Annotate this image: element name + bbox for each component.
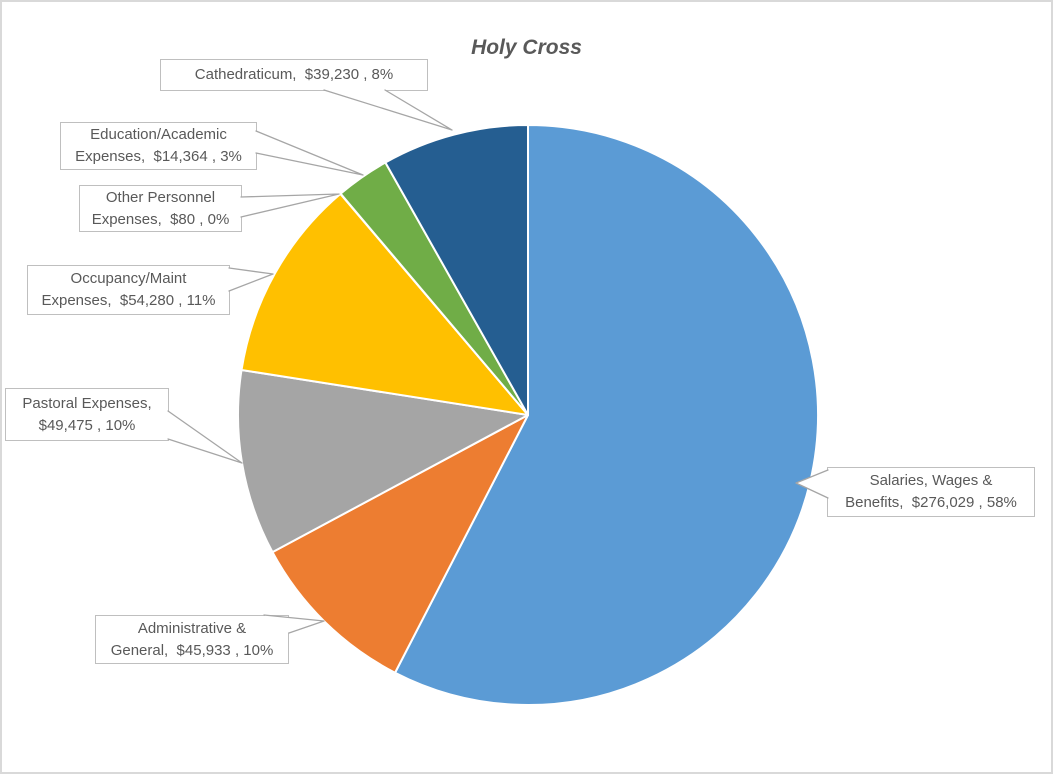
callout-other-personnel: Other Personnel Expenses, $80 , 0% xyxy=(79,185,242,232)
callout-administrative-general: Administrative & General, $45,933 , 10% xyxy=(95,615,289,664)
callout-education-line2: Expenses, $14,364 , 3% xyxy=(75,148,242,165)
pie-slice-0 xyxy=(394,124,819,706)
leader-other-personnel xyxy=(240,193,340,218)
callout-pastoral-expenses: Pastoral Expenses, $49,475 , 10% xyxy=(5,388,169,441)
pie-slice-4 xyxy=(339,192,529,416)
callout-occupancy-line1: Occupancy/Maint xyxy=(70,270,187,287)
leader-cathedraticum xyxy=(323,89,453,131)
leader-salaries xyxy=(795,469,829,499)
pie-slice-5 xyxy=(339,161,529,416)
callout-cathedraticum-text: Cathedraticum, $39,230 , 8% xyxy=(194,66,394,83)
callout-administrative-line2: General, $45,933 , 10% xyxy=(110,641,274,659)
callout-salaries-line2: Benefits, $276,029 , 58% xyxy=(845,494,1017,511)
pie-slice-1 xyxy=(271,414,529,674)
leader-education xyxy=(255,130,364,176)
pie-slice-2 xyxy=(237,368,529,554)
callout-other-line1: Other Personnel xyxy=(105,188,216,206)
pie-slice-3 xyxy=(240,192,529,416)
pie-slice-6 xyxy=(384,124,529,416)
callout-pastoral-line1: Pastoral Expenses, xyxy=(22,394,152,412)
callout-pastoral-line2: $49,475 , 10% xyxy=(38,416,136,434)
callout-education-line1: Education/Academic xyxy=(90,126,227,143)
leader-pastoral xyxy=(167,410,243,464)
callout-salaries-line1: Salaries, Wages & xyxy=(869,472,993,489)
callout-occupancy-line2: Expenses, $54,280 , 11% xyxy=(41,292,216,309)
callout-cathedraticum: Cathedraticum, $39,230 , 8% xyxy=(160,59,428,91)
callout-administrative-line1: Administrative & xyxy=(137,619,247,637)
leader-occupancy xyxy=(228,267,274,292)
chart-title: Holy Cross xyxy=(471,36,582,59)
callout-salaries-wages-benefits: Salaries, Wages & Benefits, $276,029 , 5… xyxy=(827,467,1035,517)
callout-education-academic: Education/Academic Expenses, $14,364 , 3… xyxy=(60,122,257,170)
callout-other-line2: Expenses, $80 , 0% xyxy=(91,210,230,228)
callout-occupancy-maint: Occupancy/Maint Expenses, $54,280 , 11% xyxy=(27,265,230,315)
